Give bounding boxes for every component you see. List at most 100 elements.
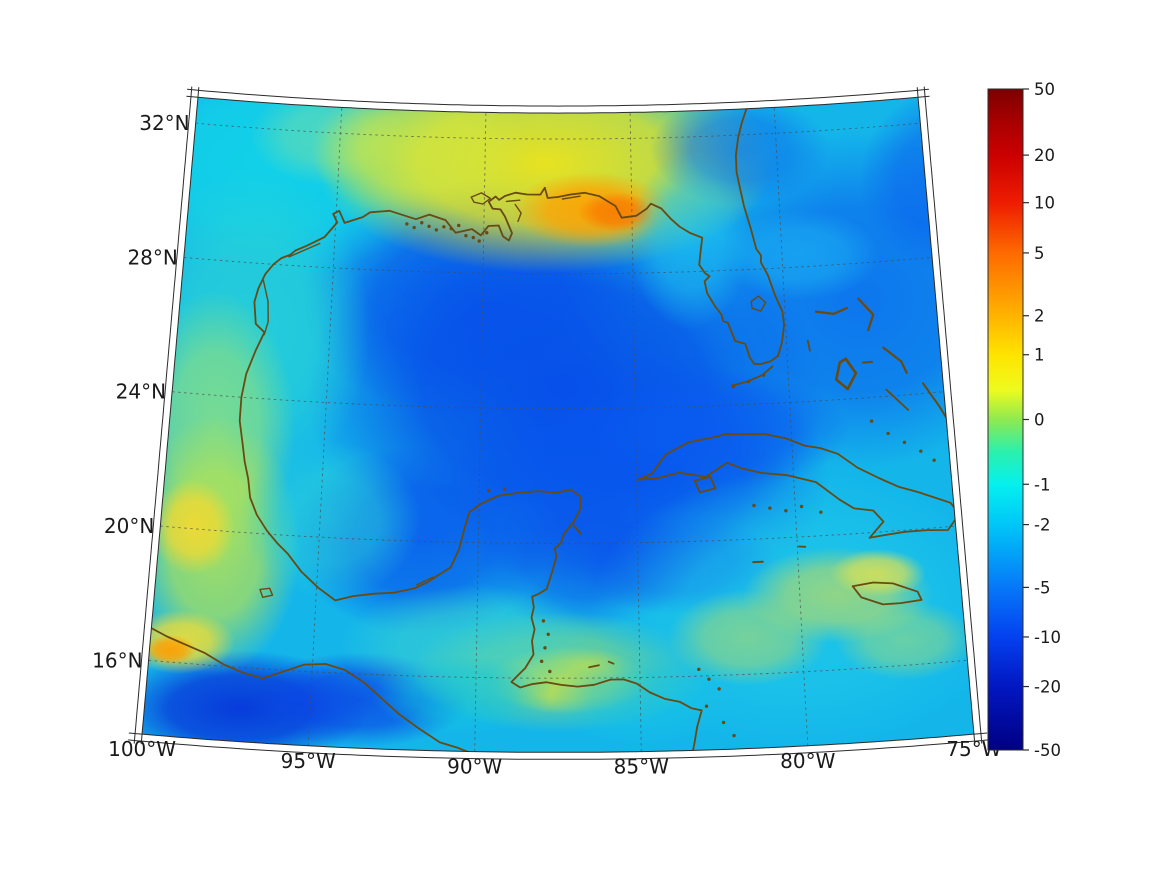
field-blob <box>630 150 750 330</box>
frame-inner-line <box>916 87 976 745</box>
lat-tick-label-28°N: 28°N <box>127 245 177 269</box>
colorbar-tick-label--1: -1 <box>1034 475 1050 494</box>
coastline-terminos-barrier <box>415 576 434 586</box>
islet-louisiana-marsh <box>471 235 476 240</box>
islet-bahama-banks <box>932 458 936 462</box>
colorbar-tick-label--2: -2 <box>1034 516 1050 535</box>
coastline-roatan <box>588 664 600 669</box>
frame-outer-line <box>923 86 983 744</box>
grid-parallel <box>183 256 933 275</box>
colorbar-tick-label--20: -20 <box>1034 678 1061 697</box>
colorbar-tick-label--5: -5 <box>1034 578 1050 597</box>
islet-miskito-cays <box>704 704 709 708</box>
islet-miskito-cays <box>697 667 701 672</box>
grid-meridian <box>474 112 487 752</box>
islet-florida-keys-dots <box>746 379 751 384</box>
coastline-guanaja <box>607 660 615 665</box>
coastline-eleuthera <box>882 346 908 374</box>
coastline-grand-bahama <box>814 306 848 315</box>
lon-tick-label-85°W: 85°W <box>614 755 669 779</box>
coastline-matagorda-barrier <box>288 242 321 258</box>
colorbar-gradient <box>987 88 1024 751</box>
grid-parallel <box>195 122 921 140</box>
islet-louisiana-marsh <box>457 223 461 228</box>
lat-tick-label-20°N: 20°N <box>104 514 154 538</box>
coastline-chandeleur-islands <box>514 203 522 223</box>
islet-bahama-banks <box>886 431 890 436</box>
field-blob <box>830 549 926 597</box>
islet-bahama-banks <box>869 419 874 423</box>
frame-outer-line <box>187 88 929 107</box>
field-blob <box>151 479 235 575</box>
coastline-lake-pontchartrain <box>470 192 491 205</box>
lat-tick-label-32°N: 32°N <box>139 111 189 135</box>
frame-inner-line <box>186 95 930 114</box>
islet-cuba-south-cays <box>784 508 788 513</box>
islet-belize-cays <box>546 632 550 637</box>
colorbar-tick-label-5: 5 <box>1034 244 1045 263</box>
coastline-exuma-chain <box>885 388 909 411</box>
colorbar-tick-label-20: 20 <box>1034 146 1055 165</box>
coastline-florida-keys <box>730 365 774 387</box>
coastline-cat-long-island <box>922 382 949 422</box>
coastline-panhandle-barrier <box>561 195 581 200</box>
islet-yucatan-north-cays <box>502 487 507 491</box>
field-blob <box>310 97 530 220</box>
islet-cuba-south-cays <box>768 506 772 510</box>
islet-belize-cays <box>541 619 546 623</box>
lon-tick-label-90°W: 90°W <box>447 755 502 779</box>
coastline-isla-de-la-juventud <box>693 475 717 494</box>
field-blob <box>372 655 552 735</box>
colorbar-tick-label-50: 50 <box>1034 80 1055 99</box>
islet-yucatan-north-cays <box>487 488 491 493</box>
islet-louisiana-marsh <box>434 228 439 232</box>
islet-miskito-cays <box>717 687 721 691</box>
islet-louisiana-marsh <box>449 226 453 231</box>
grid-meridian <box>629 112 642 752</box>
colorbar-tick-label-10: 10 <box>1034 194 1055 213</box>
islet-florida-keys-dots <box>731 384 736 389</box>
islet-louisiana-marsh <box>477 239 481 243</box>
islet-cuba-south-cays <box>799 504 804 509</box>
graticule <box>148 107 968 752</box>
islet-cuba-south-cays <box>752 503 756 508</box>
colorbar-tick-label-1: 1 <box>1034 346 1045 365</box>
coastline-abaco <box>857 297 875 332</box>
coastline-cozumel <box>572 524 582 535</box>
grid-meridian <box>773 107 809 746</box>
coastline-jamaica <box>851 581 923 606</box>
coastline-bimini <box>806 339 811 352</box>
field-blob <box>144 635 196 665</box>
islet-louisiana-marsh <box>420 221 424 225</box>
frame-outer-line <box>133 86 193 744</box>
grid-parallel <box>172 391 944 410</box>
islet-louisiana-marsh <box>412 225 416 230</box>
coastline-north-america-gulf-coast <box>238 106 785 752</box>
grid-parallel <box>160 525 956 544</box>
islet-bahama-banks <box>919 449 923 453</box>
grid-parallel <box>148 659 968 679</box>
colorbar-tick-label--50: -50 <box>1034 741 1061 760</box>
islet-miskito-cays <box>732 733 736 738</box>
islet-belize-cays <box>539 659 544 664</box>
lon-tick-label-100°W: 100°W <box>108 737 176 761</box>
field-blob <box>720 210 880 300</box>
islet-belize-cays <box>548 669 552 674</box>
colorbar-tick-label--10: -10 <box>1034 628 1061 647</box>
coastline-pacific-coast <box>147 625 473 753</box>
frame-outer-line <box>128 739 988 760</box>
field-blob <box>835 600 974 680</box>
lon-tick-label-80°W: 80°W <box>780 749 835 773</box>
field-blob <box>550 655 730 745</box>
colorbar-tick-label-2: 2 <box>1034 307 1045 326</box>
frame-inner-line <box>140 87 200 745</box>
islet-florida-keys-dots <box>761 373 766 377</box>
field-blob <box>240 440 420 600</box>
lat-tick-label-16°N: 16°N <box>92 648 142 672</box>
islet-louisiana-marsh <box>427 224 431 229</box>
islet-belize-cays <box>543 646 547 650</box>
